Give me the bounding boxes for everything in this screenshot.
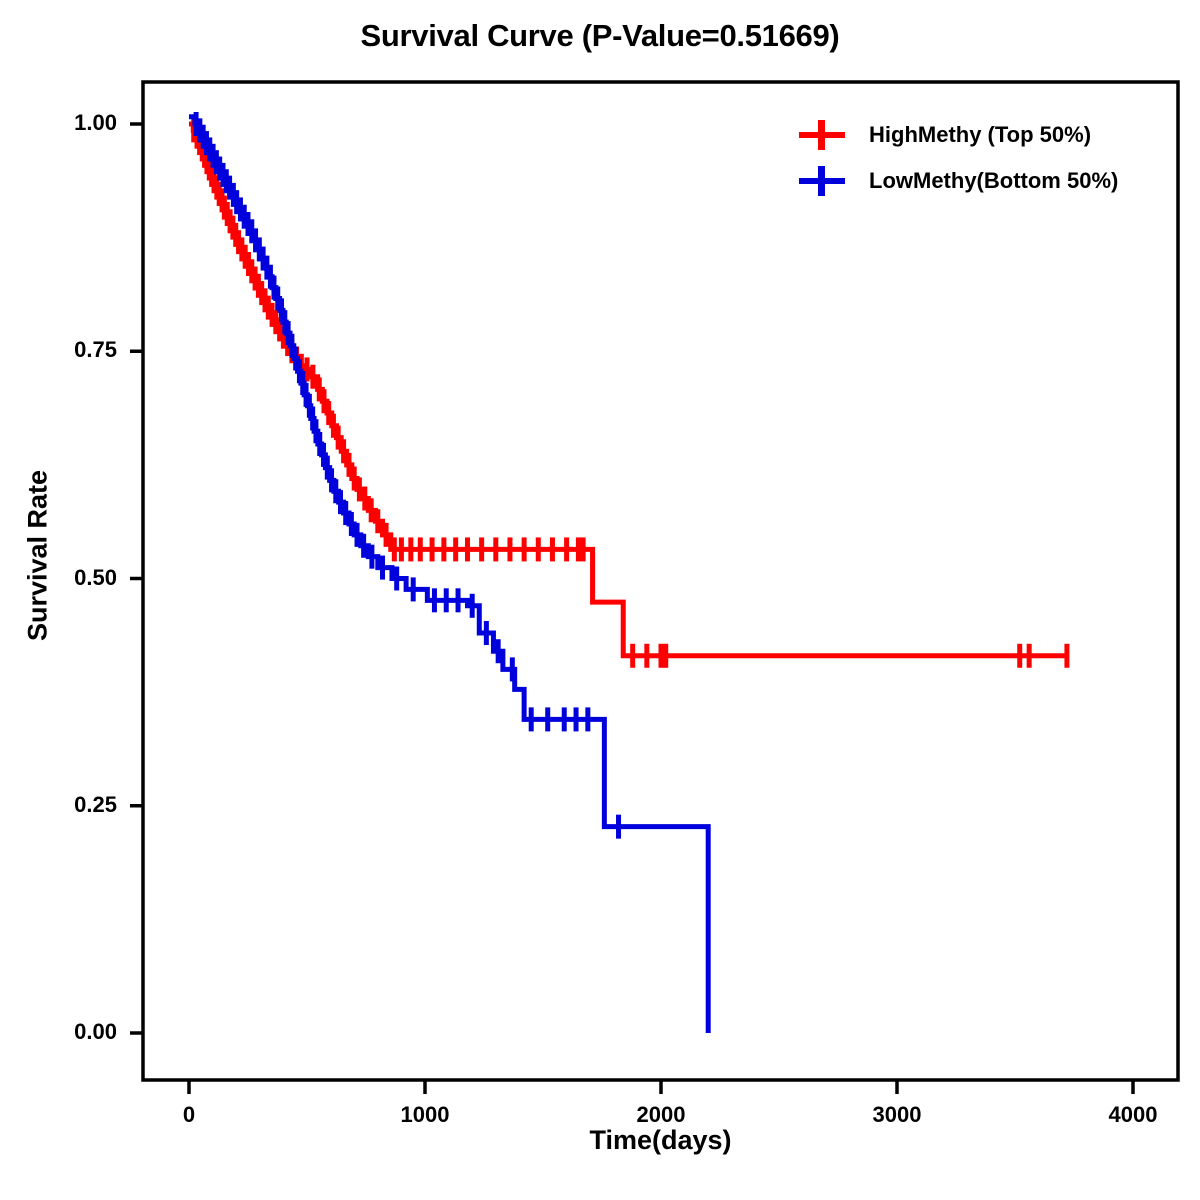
x-tick-label: 2000 bbox=[636, 1102, 686, 1127]
chart-legend: HighMethy (Top 50%) LowMethy(Bottom 50%) bbox=[795, 112, 1118, 204]
x-tick-label: 4000 bbox=[1108, 1102, 1158, 1127]
legend-item-lowmethy: LowMethy(Bottom 50%) bbox=[795, 158, 1118, 204]
y-tick-label: 0.00 bbox=[74, 1019, 117, 1044]
y-tick-label: 0.75 bbox=[74, 337, 117, 363]
y-tick-label: 1.00 bbox=[74, 110, 117, 135]
legend-plus-marker-icon bbox=[795, 118, 851, 152]
y-tick-label: 0.50 bbox=[74, 564, 117, 590]
x-tick-label: 1000 bbox=[400, 1102, 450, 1127]
legend-item-highmethy: HighMethy (Top 50%) bbox=[795, 112, 1118, 158]
legend-label: LowMethy(Bottom 50%) bbox=[869, 168, 1119, 193]
x-tick-label: 0 bbox=[182, 1102, 196, 1127]
chart-title: Survival Curve (P-Value=0.51669) bbox=[360, 18, 840, 53]
y-tick-label: 0.25 bbox=[74, 791, 117, 817]
x-axis-title: Time(days) bbox=[589, 1125, 732, 1155]
censor-marks bbox=[193, 112, 622, 839]
x-tick-label: 3000 bbox=[872, 1102, 922, 1127]
legend-plus-marker-icon bbox=[795, 164, 851, 198]
survival-step-line bbox=[189, 114, 711, 1033]
legend-label: HighMethy (Top 50%) bbox=[869, 122, 1092, 147]
